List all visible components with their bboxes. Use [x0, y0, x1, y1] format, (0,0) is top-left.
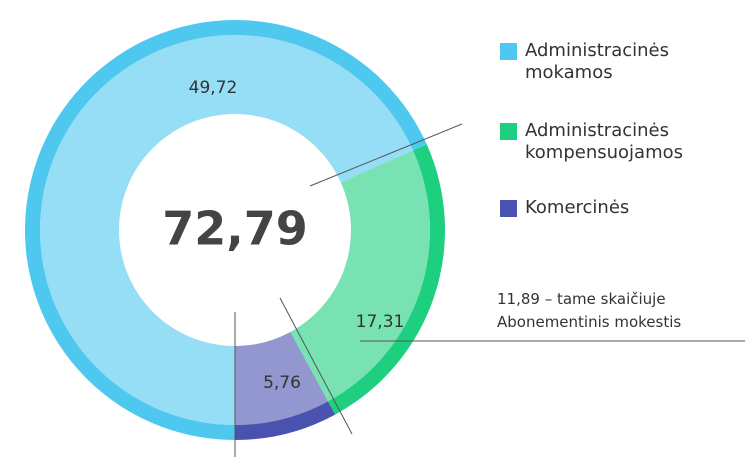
legend-item: Administracinės mokamos — [500, 40, 700, 84]
data-label: 5,76 — [263, 373, 301, 393]
data-label: 17,31 — [356, 312, 405, 332]
center-label: 72,79 — [162, 202, 308, 256]
annotation-line: 11,89 – tame skaičiuje — [497, 290, 666, 308]
arcs — [25, 20, 445, 440]
legend-item: Administracinės kompensuojamos — [500, 120, 700, 164]
slice — [39, 35, 414, 426]
slice — [290, 150, 430, 402]
legend-item: Komercinės — [500, 197, 700, 219]
leader-line — [279, 297, 353, 435]
legend-label: Komercinės — [525, 197, 630, 218]
legend-swatch — [500, 200, 517, 217]
slice-rim — [235, 401, 336, 440]
data-label: 49,72 — [189, 78, 238, 98]
legend-swatch — [500, 123, 517, 140]
leader-line — [309, 123, 463, 187]
slice-rim — [328, 144, 445, 415]
legend-label: Administracinės kompensuojamos — [525, 120, 683, 163]
slice — [235, 331, 329, 425]
annotation-line: Abonementinis mokestis — [497, 313, 682, 331]
legend-swatch — [500, 43, 517, 60]
leader-lines — [234, 123, 745, 457]
legend-label: Administracinės mokamos — [525, 40, 669, 83]
annotation: 11,89 – tame skaičiuje Abonementinis mok… — [497, 288, 681, 334]
